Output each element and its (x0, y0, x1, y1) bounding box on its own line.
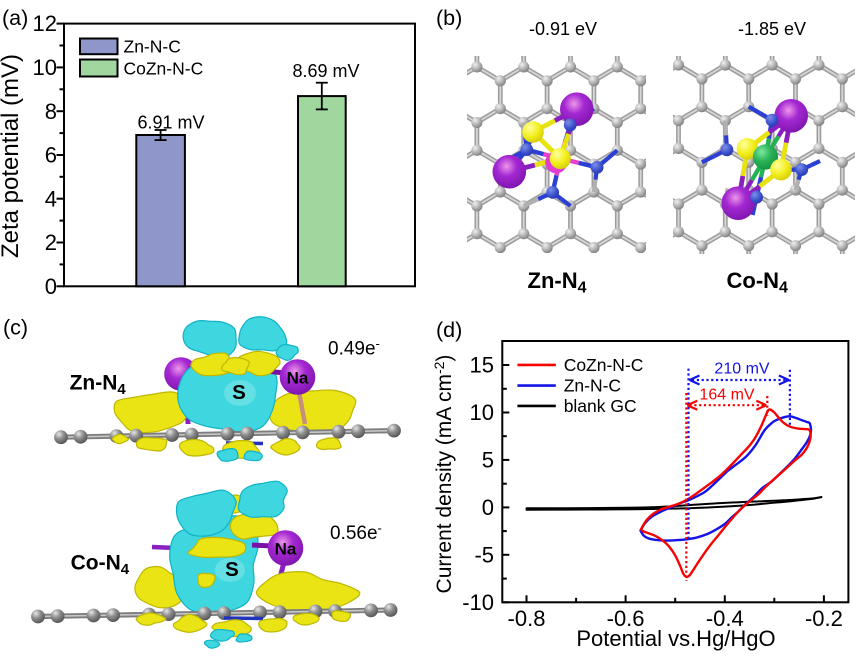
svg-text:Zn-N4: Zn-N4 (528, 268, 587, 297)
svg-text:15: 15 (470, 353, 494, 378)
svg-text:S: S (225, 558, 239, 581)
svg-text:Zn-N-C: Zn-N-C (124, 37, 181, 57)
svg-text:164 mV: 164 mV (699, 387, 754, 404)
svg-text:-0.91 eV: -0.91 eV (529, 19, 597, 39)
svg-text:-0.4: -0.4 (706, 606, 744, 631)
svg-text:Na: Na (275, 540, 297, 559)
svg-text:Na: Na (287, 369, 309, 388)
svg-text:5: 5 (482, 448, 494, 473)
svg-text:6.91 mV: 6.91 mV (137, 113, 204, 133)
svg-text:-5: -5 (474, 542, 494, 567)
svg-text:4: 4 (45, 186, 57, 211)
svg-text:8: 8 (45, 99, 57, 124)
svg-text:0.56e-: 0.56e- (330, 521, 382, 545)
svg-text:8.69 mV: 8.69 mV (292, 61, 359, 81)
svg-text:Current density (mA cm-2): Current density (mA cm-2) (431, 355, 456, 594)
svg-text:blank GC: blank GC (564, 396, 637, 416)
svg-text:10: 10 (470, 400, 494, 425)
svg-text:2: 2 (45, 230, 57, 255)
svg-text:CoZn-N-C: CoZn-N-C (124, 59, 204, 79)
svg-text:S: S (232, 381, 246, 404)
svg-text:210 mV: 210 mV (714, 361, 769, 378)
svg-text:(b): (b) (436, 6, 462, 30)
svg-text:10: 10 (33, 55, 57, 80)
svg-text:Co-N4: Co-N4 (71, 552, 130, 579)
svg-text:(c): (c) (3, 316, 28, 340)
svg-text:-0.2: -0.2 (805, 606, 843, 631)
svg-text:CoZn-N-C: CoZn-N-C (564, 355, 644, 375)
svg-text:-0.8: -0.8 (508, 606, 546, 631)
svg-text:(a): (a) (2, 6, 28, 30)
svg-text:0: 0 (45, 274, 57, 299)
svg-text:6: 6 (45, 143, 57, 168)
svg-text:Zn-N-C: Zn-N-C (564, 376, 621, 396)
svg-text:-10: -10 (462, 590, 494, 615)
svg-text:(d): (d) (436, 318, 462, 342)
svg-text:-0.6: -0.6 (607, 606, 645, 631)
svg-text:12: 12 (33, 11, 57, 36)
svg-text:Co-N4: Co-N4 (727, 268, 789, 297)
svg-text:0.49e-: 0.49e- (328, 336, 380, 360)
svg-text:-1.85 eV: -1.85 eV (738, 19, 806, 39)
svg-text:0: 0 (482, 495, 494, 520)
svg-text:Zn-N4: Zn-N4 (70, 371, 127, 398)
svg-text:Potential vs.Hg/HgO: Potential vs.Hg/HgO (576, 626, 775, 651)
svg-text:Zeta potential (mV): Zeta potential (mV) (0, 54, 24, 258)
